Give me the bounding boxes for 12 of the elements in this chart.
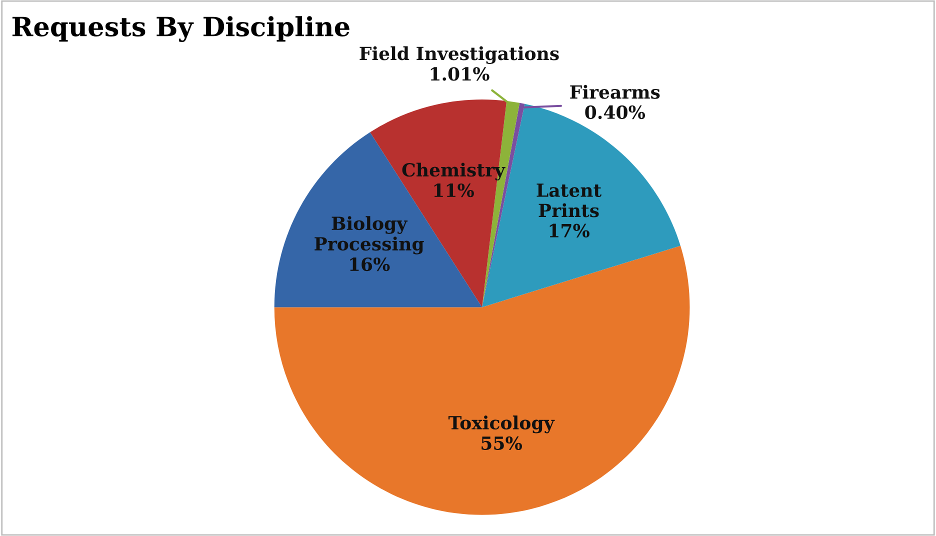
data-label: 11% <box>434 184 474 198</box>
data-label: 16% <box>350 257 390 272</box>
data-label: 17% <box>550 224 590 238</box>
data-label: 55% <box>482 436 522 450</box>
slice-label: Field Investigations <box>360 46 559 64</box>
data-label: 0.40% <box>585 105 646 120</box>
slice-label: Toxicology <box>448 416 555 434</box>
slice-label: Latent Prints <box>536 184 602 218</box>
chart-title: Requests By Discipline <box>12 16 350 42</box>
slice-label: Biology Processing <box>314 216 424 254</box>
slice-label: Firearms <box>570 84 660 99</box>
data-label: 1.01% <box>430 67 490 81</box>
